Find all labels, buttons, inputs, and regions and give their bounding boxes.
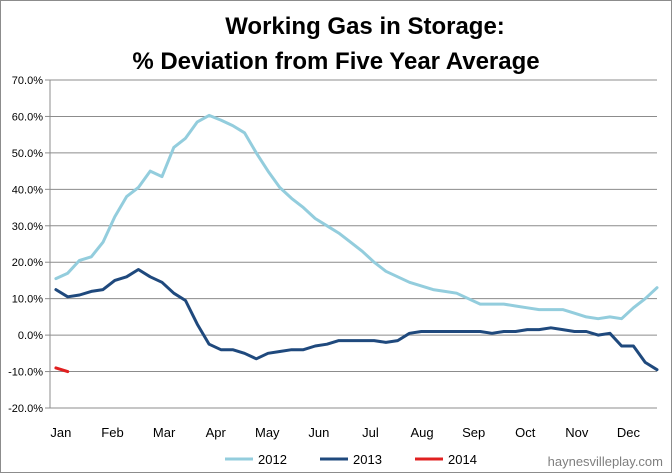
x-tick-label: Feb xyxy=(101,425,123,440)
legend-label-2014: 2014 xyxy=(448,452,477,467)
y-tick-label: 70.0% xyxy=(12,75,43,87)
chart-title-line-1: Working Gas in Storage: xyxy=(225,13,505,40)
y-tick-label: 20.0% xyxy=(12,257,43,269)
legend-label-2013: 2013 xyxy=(353,452,382,467)
y-tick-label: 50.0% xyxy=(12,148,43,160)
x-tick-label: May xyxy=(255,425,280,440)
y-tick-label: 10.0% xyxy=(12,294,43,306)
y-tick-label: 40.0% xyxy=(12,184,43,196)
x-tick-label: Jun xyxy=(308,425,329,440)
legend-label-2012: 2012 xyxy=(258,452,287,467)
series-lines xyxy=(54,113,659,374)
series-line-2012 xyxy=(54,113,659,321)
x-tick-label: Mar xyxy=(153,425,176,440)
y-axis-tick-labels: 70.0% 60.0% 50.0% 40.0% 30.0% 20.0% 10.0% 0.0% -… xyxy=(8,75,43,415)
gridlines xyxy=(45,79,657,409)
x-tick-label: Jan xyxy=(50,425,71,440)
legend: 2012 2013 2014 xyxy=(225,452,477,467)
y-tick-label: 60.0% xyxy=(12,111,43,123)
x-tick-label: Apr xyxy=(206,425,227,440)
y-tick-label: -10.0% xyxy=(8,367,43,379)
y-tick-label: 30.0% xyxy=(12,221,43,233)
chart-title-line-2: % Deviation from Five Year Average xyxy=(132,48,539,75)
x-tick-label: Nov xyxy=(565,425,589,440)
y-tick-label: -20.0% xyxy=(8,403,43,415)
x-axis-tick-labels: Jan Feb Mar Apr May Jun Jul Aug Sep Oct Nov Dec xyxy=(50,425,640,440)
watermark: haynesvilleplay.com xyxy=(548,454,663,469)
series-line-2014 xyxy=(54,366,70,374)
x-tick-label: Aug xyxy=(411,425,434,440)
x-tick-label: Dec xyxy=(617,425,641,440)
x-tick-label: Jul xyxy=(362,425,379,440)
x-tick-label: Sep xyxy=(462,425,485,440)
x-tick-label: Oct xyxy=(515,425,536,440)
series-line-2013 xyxy=(54,268,659,372)
y-tick-label: 0.0% xyxy=(18,330,43,342)
